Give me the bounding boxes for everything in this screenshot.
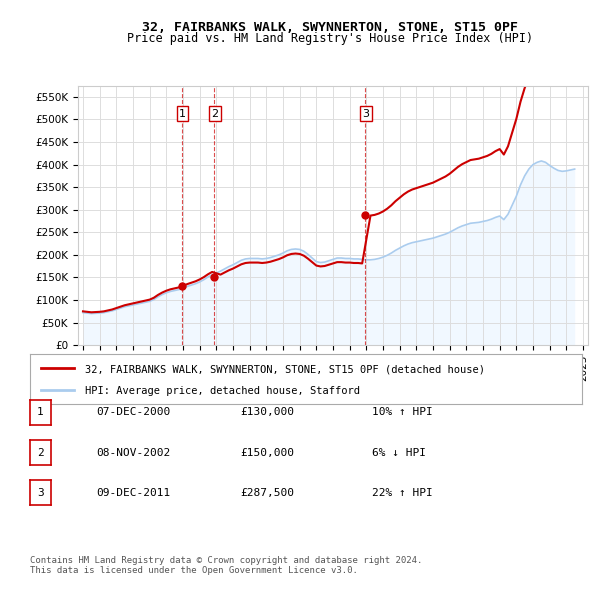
Text: £150,000: £150,000 xyxy=(240,448,294,457)
Text: £130,000: £130,000 xyxy=(240,408,294,417)
Text: 3: 3 xyxy=(362,109,370,119)
Text: 07-DEC-2000: 07-DEC-2000 xyxy=(96,408,170,417)
Text: 10% ↑ HPI: 10% ↑ HPI xyxy=(372,408,433,417)
Text: £287,500: £287,500 xyxy=(240,488,294,497)
Text: 1: 1 xyxy=(179,109,186,119)
Text: 22% ↑ HPI: 22% ↑ HPI xyxy=(372,488,433,497)
Text: 08-NOV-2002: 08-NOV-2002 xyxy=(96,448,170,457)
Text: Price paid vs. HM Land Registry's House Price Index (HPI): Price paid vs. HM Land Registry's House … xyxy=(127,32,533,45)
Text: HPI: Average price, detached house, Stafford: HPI: Average price, detached house, Staf… xyxy=(85,386,360,396)
Text: 32, FAIRBANKS WALK, SWYNNERTON, STONE, ST15 0PF (detached house): 32, FAIRBANKS WALK, SWYNNERTON, STONE, S… xyxy=(85,364,485,374)
Text: 6% ↓ HPI: 6% ↓ HPI xyxy=(372,448,426,457)
Text: Contains HM Land Registry data © Crown copyright and database right 2024.
This d: Contains HM Land Registry data © Crown c… xyxy=(30,556,422,575)
Text: 09-DEC-2011: 09-DEC-2011 xyxy=(96,488,170,497)
Text: 32, FAIRBANKS WALK, SWYNNERTON, STONE, ST15 0PF: 32, FAIRBANKS WALK, SWYNNERTON, STONE, S… xyxy=(142,21,518,34)
Text: 2: 2 xyxy=(211,109,218,119)
Text: 2: 2 xyxy=(37,448,44,457)
Text: 3: 3 xyxy=(37,488,44,497)
Text: 1: 1 xyxy=(37,408,44,417)
